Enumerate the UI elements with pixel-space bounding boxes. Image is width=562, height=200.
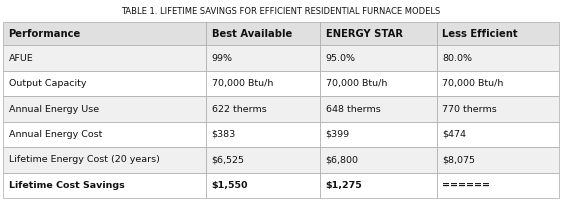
Bar (437, 96, 559, 122)
Bar (320, 147, 437, 173)
Bar (206, 22, 320, 45)
Bar (3, 45, 206, 71)
Text: ======: ====== (442, 181, 490, 190)
Bar (206, 147, 320, 173)
Bar (206, 122, 320, 147)
Text: Annual Energy Cost: Annual Energy Cost (8, 130, 102, 139)
Bar (206, 173, 320, 198)
Bar (320, 45, 437, 71)
Text: 648 therms: 648 therms (325, 105, 380, 114)
Text: 99%: 99% (211, 54, 233, 63)
Text: $6,525: $6,525 (211, 155, 244, 164)
Text: $474: $474 (442, 130, 466, 139)
Text: $1,550: $1,550 (211, 181, 248, 190)
Text: 95.0%: 95.0% (325, 54, 356, 63)
Text: Best Available: Best Available (211, 29, 292, 39)
Bar (320, 173, 437, 198)
Text: $383: $383 (211, 130, 236, 139)
Bar (437, 147, 559, 173)
Text: 70,000 Btu/h: 70,000 Btu/h (211, 79, 273, 88)
Bar (320, 71, 437, 96)
Text: 622 therms: 622 therms (211, 105, 266, 114)
Bar (3, 96, 206, 122)
Text: Lifetime Energy Cost (20 years): Lifetime Energy Cost (20 years) (8, 155, 160, 164)
Bar (437, 122, 559, 147)
Bar (206, 96, 320, 122)
Bar (3, 22, 206, 45)
Text: Lifetime Cost Savings: Lifetime Cost Savings (8, 181, 124, 190)
Bar (3, 122, 206, 147)
Bar (206, 45, 320, 71)
Text: 80.0%: 80.0% (442, 54, 472, 63)
Text: ENERGY STAR: ENERGY STAR (325, 29, 402, 39)
Bar (437, 45, 559, 71)
Text: $1,275: $1,275 (325, 181, 362, 190)
Text: Output Capacity: Output Capacity (8, 79, 86, 88)
Bar (320, 22, 437, 45)
Bar (437, 22, 559, 45)
Text: $399: $399 (325, 130, 350, 139)
Text: Less Efficient: Less Efficient (442, 29, 518, 39)
Text: Annual Energy Use: Annual Energy Use (8, 105, 99, 114)
Text: 70,000 Btu/h: 70,000 Btu/h (325, 79, 387, 88)
Text: 70,000 Btu/h: 70,000 Btu/h (442, 79, 504, 88)
Text: Performance: Performance (8, 29, 81, 39)
Text: $8,075: $8,075 (442, 155, 475, 164)
Text: $6,800: $6,800 (325, 155, 359, 164)
Bar (320, 122, 437, 147)
Bar (3, 173, 206, 198)
Bar (320, 96, 437, 122)
Text: TABLE 1. LIFETIME SAVINGS FOR EFFICIENT RESIDENTIAL FURNACE MODELS: TABLE 1. LIFETIME SAVINGS FOR EFFICIENT … (121, 6, 441, 16)
Bar (206, 71, 320, 96)
Bar (3, 71, 206, 96)
Text: AFUE: AFUE (8, 54, 33, 63)
Bar (437, 71, 559, 96)
Text: 770 therms: 770 therms (442, 105, 497, 114)
Bar (437, 173, 559, 198)
Bar (3, 147, 206, 173)
